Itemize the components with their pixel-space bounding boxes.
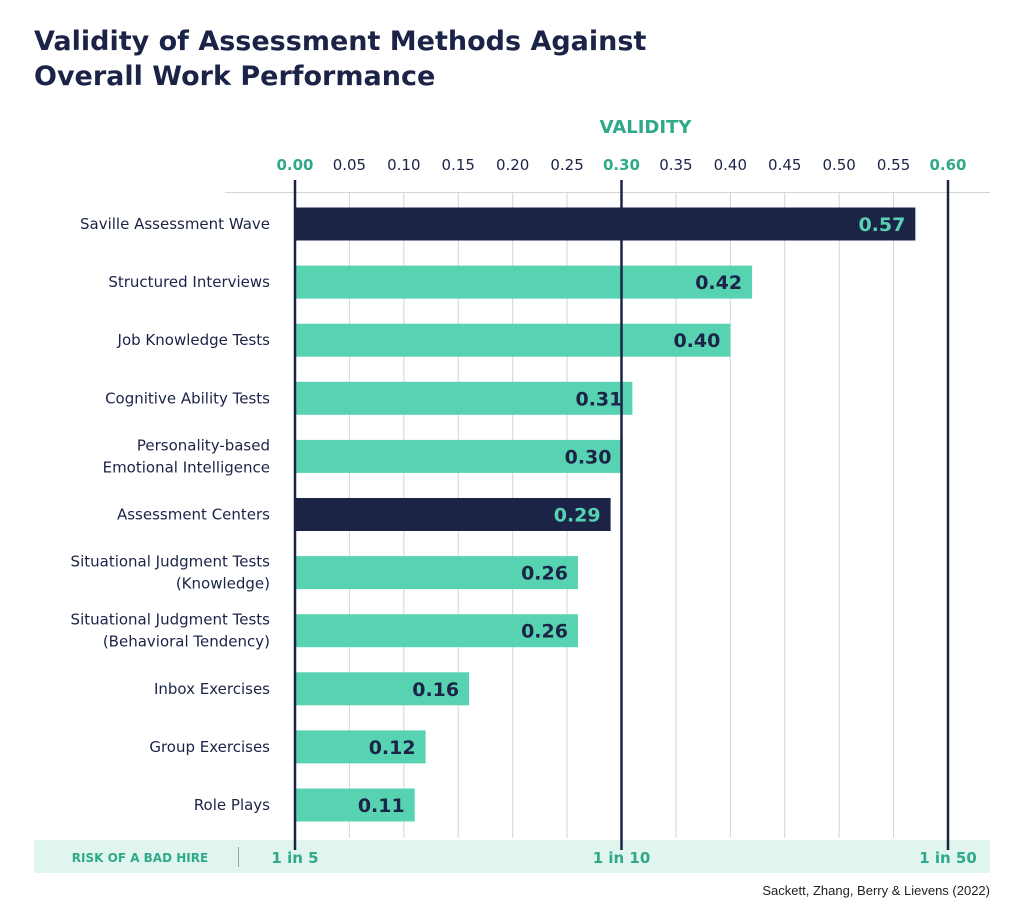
category-label: Personality-based xyxy=(137,436,270,454)
risk-marker-label: 1 in 50 xyxy=(919,849,977,867)
x-tick-label: 0.25 xyxy=(550,156,583,174)
x-tick-label: 0.05 xyxy=(333,156,366,174)
category-label: Role Plays xyxy=(194,796,270,814)
risk-marker-label: 1 in 10 xyxy=(593,849,651,867)
x-tick-label: 0.20 xyxy=(496,156,529,174)
x-tick-label: 0.55 xyxy=(877,156,910,174)
category-label: (Knowledge) xyxy=(176,575,270,593)
data-label: 0.40 xyxy=(673,330,720,352)
bar xyxy=(295,788,415,822)
category-label: Saville Assessment Wave xyxy=(80,215,270,233)
bar xyxy=(295,498,611,531)
category-label: Structured Interviews xyxy=(108,273,270,291)
data-label: 0.30 xyxy=(565,446,612,468)
data-label: 0.29 xyxy=(554,505,601,527)
x-tick-label: 0.15 xyxy=(442,156,475,174)
category-label: Cognitive Ability Tests xyxy=(105,389,270,407)
x-tick-label: 0.00 xyxy=(276,156,313,174)
data-label: 0.57 xyxy=(858,214,905,236)
category-label: Situational Judgment Tests xyxy=(71,611,271,629)
category-label: Job Knowledge Tests xyxy=(117,331,271,349)
chart-title-line-2: Overall Work Performance xyxy=(34,61,436,92)
category-label: Inbox Exercises xyxy=(154,680,270,698)
source-citation: Sackett, Zhang, Berry & Lievens (2022) xyxy=(762,883,990,898)
category-label: Group Exercises xyxy=(149,738,270,756)
data-label: 0.12 xyxy=(369,737,416,759)
bar xyxy=(295,672,470,706)
category-label: (Behavioral Tendency) xyxy=(103,633,270,651)
x-tick-label: 0.35 xyxy=(659,156,692,174)
x-tick-label: 0.10 xyxy=(387,156,420,174)
x-tick-label: 0.40 xyxy=(714,156,747,174)
risk-band-label: RISK OF A BAD HIRE xyxy=(72,851,208,865)
category-label: Assessment Centers xyxy=(117,506,270,524)
bar xyxy=(295,730,426,764)
category-label: Emotional Intelligence xyxy=(103,458,270,476)
x-tick-label: 0.60 xyxy=(929,156,966,174)
x-tick-label: 0.30 xyxy=(603,156,640,174)
bar xyxy=(295,265,753,299)
x-tick-label: 0.45 xyxy=(768,156,801,174)
category-label: Situational Judgment Tests xyxy=(71,553,271,571)
bar xyxy=(295,381,633,415)
data-label: 0.16 xyxy=(412,679,459,701)
bar xyxy=(295,556,578,590)
risk-band xyxy=(34,840,990,873)
data-label: 0.42 xyxy=(695,272,742,294)
chart-title: Validity of Assessment Methods Against O… xyxy=(34,24,646,94)
data-label: 0.26 xyxy=(521,563,568,585)
bar xyxy=(295,207,916,241)
risk-marker-label: 1 in 5 xyxy=(271,849,318,867)
bar xyxy=(295,614,578,648)
data-label: 0.26 xyxy=(521,621,568,643)
bar xyxy=(295,439,622,473)
chart-title-line-1: Validity of Assessment Methods Against xyxy=(34,26,647,57)
data-label: 0.31 xyxy=(575,388,622,410)
x-axis-label: VALIDITY xyxy=(600,117,693,138)
data-label: 0.11 xyxy=(358,795,405,817)
x-tick-label: 0.50 xyxy=(822,156,855,174)
bar xyxy=(295,323,731,357)
